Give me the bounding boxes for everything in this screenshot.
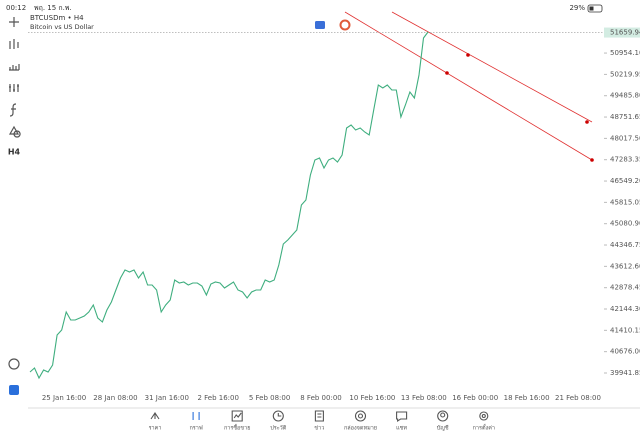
- x-tick-label: 2 Feb 16:00: [197, 394, 238, 402]
- y-tick-label: 48751.65: [610, 113, 640, 121]
- nav-label[interactable]: กราฟ: [189, 425, 202, 432]
- function-icon[interactable]: [9, 103, 17, 117]
- timeframe-button[interactable]: H4: [8, 148, 21, 157]
- x-tick-label: 25 Jan 16:00: [42, 394, 86, 402]
- y-tick-label: 42144.30: [610, 305, 640, 313]
- y-tick-label: 42878.45: [610, 284, 640, 292]
- nav-icon[interactable]: [396, 411, 408, 423]
- battery-level: [589, 6, 594, 11]
- nav-icon[interactable]: [192, 412, 200, 420]
- trend-point: [585, 120, 589, 124]
- signal-icon[interactable]: [339, 19, 351, 31]
- price-line: [29, 31, 429, 380]
- y-tick-label: 45815.05: [610, 198, 640, 206]
- status-date: พฤ. 15 ก.พ.: [34, 4, 72, 12]
- x-tick-label: 28 Jan 08:00: [93, 394, 137, 402]
- nav-label[interactable]: ประวัติ: [270, 425, 286, 432]
- nav-label[interactable]: การซื้อขาย: [224, 424, 250, 432]
- nav-label[interactable]: ราคา: [149, 426, 162, 432]
- x-tick-label: 13 Feb 08:00: [401, 394, 447, 402]
- nav-icon[interactable]: [150, 412, 160, 420]
- left-toolbar[interactable]: [8, 17, 21, 395]
- battery-icon: [587, 4, 603, 13]
- y-tick-label: 43612.60: [610, 262, 640, 270]
- nav-label[interactable]: บัญชี: [437, 425, 449, 432]
- y-tick-label: 50219.95: [610, 70, 640, 78]
- nav-icon[interactable]: [437, 410, 449, 422]
- y-tick-label: 45080.90: [610, 220, 640, 228]
- y-tick-label: 39941.85: [610, 369, 640, 377]
- current-price-label: 51659.94: [610, 29, 640, 37]
- objects-icon[interactable]: [8, 125, 21, 138]
- nav-icon[interactable]: [231, 410, 243, 422]
- nav-label[interactable]: แชท: [396, 425, 407, 432]
- indicators-icon[interactable]: [9, 64, 20, 71]
- y-tick-label: 50954.10: [610, 49, 640, 57]
- x-tick-label: 8 Feb 00:00: [300, 394, 341, 402]
- trend-point: [445, 71, 449, 75]
- x-tick-label: 10 Feb 16:00: [349, 394, 395, 402]
- chart-subtitle: Bitcoin vs US Dollar: [30, 23, 94, 31]
- nav-label[interactable]: กล่องจดหมาย: [344, 426, 377, 432]
- x-tick-label: 31 Jan 16:00: [145, 394, 189, 402]
- current-price-box: [604, 27, 640, 38]
- y-tick-label: 49485.80: [610, 92, 640, 100]
- x-tick-label: 5 Feb 08:00: [249, 394, 290, 402]
- status-battery: 29%: [569, 4, 585, 12]
- y-tick-label: 40676.00: [610, 348, 640, 356]
- nav-label[interactable]: การตั้งค่า: [473, 424, 495, 432]
- y-tick-label: 44346.75: [610, 241, 640, 249]
- one-click-icon[interactable]: [315, 21, 325, 29]
- trade-icon[interactable]: [9, 385, 19, 395]
- settings-icon[interactable]: [9, 84, 19, 92]
- chart-type-icon[interactable]: [9, 39, 19, 49]
- chart-title: BTCUSDm • H4: [30, 14, 84, 22]
- trend-line: [391, 11, 593, 123]
- nav-icon[interactable]: [314, 410, 324, 422]
- status-time: 00:12: [6, 4, 26, 12]
- y-tick-label: 48017.50: [610, 134, 640, 142]
- nav-icon[interactable]: [479, 411, 489, 421]
- x-tick-label: 16 Feb 00:00: [452, 394, 498, 402]
- y-tick-label: 47283.35: [610, 156, 640, 164]
- nav-label[interactable]: ข่าว: [314, 426, 324, 432]
- y-tick-label: 41410.15: [610, 326, 640, 334]
- y-tick-label: 46549.20: [610, 177, 640, 185]
- nav-icon[interactable]: [354, 410, 367, 422]
- nav-icon[interactable]: [272, 410, 284, 422]
- trend-point: [466, 53, 470, 57]
- x-tick-label: 18 Feb 16:00: [504, 394, 550, 402]
- crosshair-icon[interactable]: [9, 17, 19, 27]
- x-tick-label: 21 Feb 08:00: [555, 394, 601, 402]
- trend-point: [590, 158, 594, 162]
- clock-icon[interactable]: [8, 358, 20, 370]
- trend-line: [344, 11, 593, 161]
